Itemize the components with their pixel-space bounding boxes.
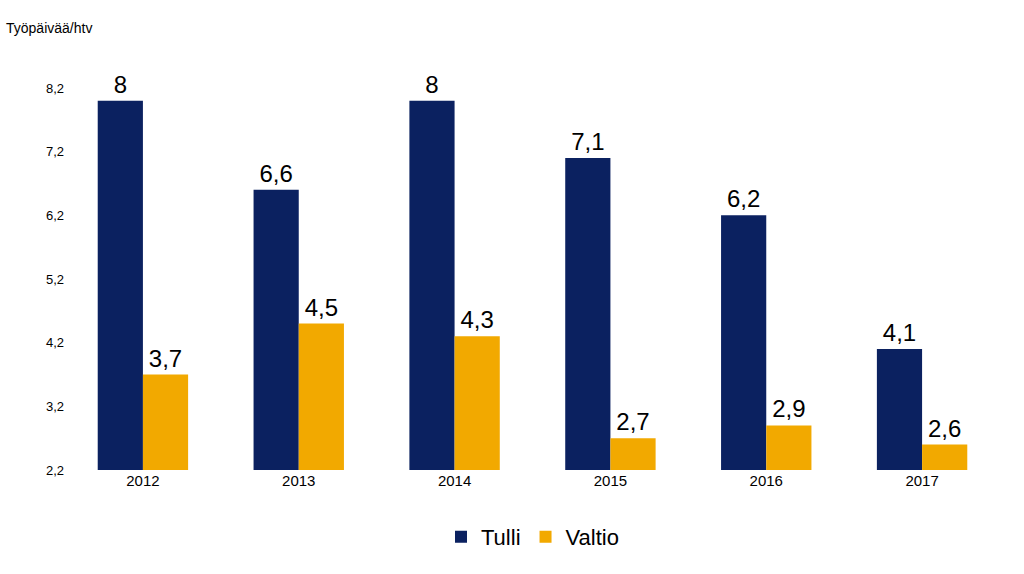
svg-text:4,1: 4,1: [883, 319, 916, 346]
svg-text:5,2: 5,2: [46, 272, 64, 287]
svg-text:8,2: 8,2: [46, 81, 64, 96]
svg-text:Tulli: Tulli: [481, 525, 521, 550]
svg-text:6,2: 6,2: [727, 185, 760, 212]
svg-text:3,7: 3,7: [149, 345, 182, 372]
svg-text:2,9: 2,9: [772, 395, 805, 422]
svg-text:6,6: 6,6: [259, 160, 292, 187]
svg-text:2,2: 2,2: [46, 463, 64, 478]
svg-text:7,2: 7,2: [46, 144, 64, 159]
svg-text:2013: 2013: [282, 472, 315, 489]
svg-text:7,1: 7,1: [571, 128, 604, 155]
svg-text:2014: 2014: [438, 472, 471, 489]
svg-text:2012: 2012: [126, 472, 159, 489]
svg-text:4,2: 4,2: [46, 335, 64, 350]
svg-text:8: 8: [114, 71, 127, 98]
svg-text:2015: 2015: [594, 472, 627, 489]
svg-text:6,2: 6,2: [46, 208, 64, 223]
svg-text:8: 8: [425, 71, 438, 98]
svg-text:4,3: 4,3: [460, 306, 493, 333]
svg-text:2,6: 2,6: [928, 415, 961, 442]
svg-text:4,5: 4,5: [305, 294, 338, 321]
svg-text:2,7: 2,7: [616, 408, 649, 435]
svg-text:2016: 2016: [750, 472, 783, 489]
svg-text:Valtio: Valtio: [566, 525, 619, 550]
svg-text:Työpäivää/htv: Työpäivää/htv: [6, 20, 92, 36]
svg-text:3,2: 3,2: [46, 399, 64, 414]
svg-text:2017: 2017: [905, 472, 938, 489]
